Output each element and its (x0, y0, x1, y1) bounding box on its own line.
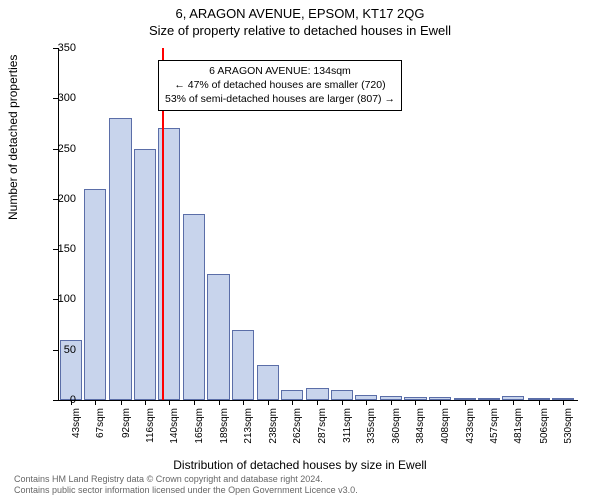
chart-area: 6 ARAGON AVENUE: 134sqm← 47% of detached… (58, 48, 578, 400)
page-title: 6, ARAGON AVENUE, EPSOM, KT17 2QG (0, 0, 600, 21)
histogram-bar (281, 390, 303, 400)
x-tick-mark (489, 400, 490, 405)
footer-line1: Contains HM Land Registry data © Crown c… (14, 474, 358, 485)
histogram-bar (331, 390, 353, 400)
x-tick-mark (465, 400, 466, 405)
x-tick-mark (243, 400, 244, 405)
plot-region: 6 ARAGON AVENUE: 134sqm← 47% of detached… (58, 48, 578, 400)
x-tick-label: 433sqm (465, 408, 476, 448)
x-tick-label: 384sqm (415, 408, 426, 448)
x-tick-mark (391, 400, 392, 405)
x-tick-mark (539, 400, 540, 405)
y-tick-label: 300 (46, 92, 76, 104)
x-tick-mark (219, 400, 220, 405)
x-tick-label: 165sqm (194, 408, 205, 448)
x-tick-mark (121, 400, 122, 405)
x-tick-label: 335sqm (366, 408, 377, 448)
annotation-line2: ← 47% of detached houses are smaller (72… (165, 78, 395, 92)
x-tick-mark (513, 400, 514, 405)
x-tick-label: 213sqm (243, 408, 254, 448)
x-tick-label: 457sqm (489, 408, 500, 448)
x-tick-label: 116sqm (145, 408, 156, 448)
x-tick-mark (169, 400, 170, 405)
x-tick-label: 360sqm (391, 408, 402, 448)
x-tick-mark (292, 400, 293, 405)
x-tick-label: 92sqm (121, 408, 132, 448)
x-tick-mark (563, 400, 564, 405)
x-axis-label: Distribution of detached houses by size … (0, 458, 600, 472)
x-tick-label: 67sqm (95, 408, 106, 448)
x-tick-label: 43sqm (71, 408, 82, 448)
x-tick-label: 140sqm (169, 408, 180, 448)
x-tick-mark (415, 400, 416, 405)
x-tick-label: 408sqm (440, 408, 451, 448)
x-tick-label: 311sqm (342, 408, 353, 448)
histogram-bar (257, 365, 279, 400)
x-tick-label: 530sqm (563, 408, 574, 448)
x-tick-mark (194, 400, 195, 405)
x-tick-label: 287sqm (317, 408, 328, 448)
x-tick-label: 238sqm (268, 408, 279, 448)
y-tick-label: 100 (46, 293, 76, 305)
y-tick-label: 350 (46, 42, 76, 54)
histogram-bar (232, 330, 254, 400)
annotation-box: 6 ARAGON AVENUE: 134sqm← 47% of detached… (158, 60, 402, 111)
histogram-bar (306, 388, 328, 400)
y-tick-label: 150 (46, 243, 76, 255)
histogram-bar (207, 274, 229, 400)
x-tick-label: 506sqm (539, 408, 550, 448)
x-tick-mark (268, 400, 269, 405)
histogram-bar (84, 189, 106, 400)
y-tick-label: 50 (46, 344, 76, 356)
y-tick-label: 200 (46, 193, 76, 205)
x-tick-mark (95, 400, 96, 405)
x-tick-label: 262sqm (292, 408, 303, 448)
y-tick-label: 0 (46, 394, 76, 406)
annotation-line1: 6 ARAGON AVENUE: 134sqm (165, 64, 395, 78)
x-tick-mark (366, 400, 367, 405)
footer-attribution: Contains HM Land Registry data © Crown c… (14, 474, 358, 497)
histogram-bar (134, 149, 156, 400)
x-tick-mark (342, 400, 343, 405)
histogram-bar (183, 214, 205, 400)
x-tick-mark (440, 400, 441, 405)
y-tick-label: 250 (46, 143, 76, 155)
footer-line2: Contains public sector information licen… (14, 485, 358, 496)
x-tick-label: 189sqm (219, 408, 230, 448)
histogram-bar (109, 118, 131, 400)
y-axis-label: Number of detached properties (6, 55, 20, 220)
page-subtitle: Size of property relative to detached ho… (0, 21, 600, 38)
annotation-line3: 53% of semi-detached houses are larger (… (165, 92, 395, 106)
chart-container: 6, ARAGON AVENUE, EPSOM, KT17 2QG Size o… (0, 0, 600, 500)
x-tick-mark (145, 400, 146, 405)
x-tick-label: 481sqm (513, 408, 524, 448)
x-tick-mark (317, 400, 318, 405)
